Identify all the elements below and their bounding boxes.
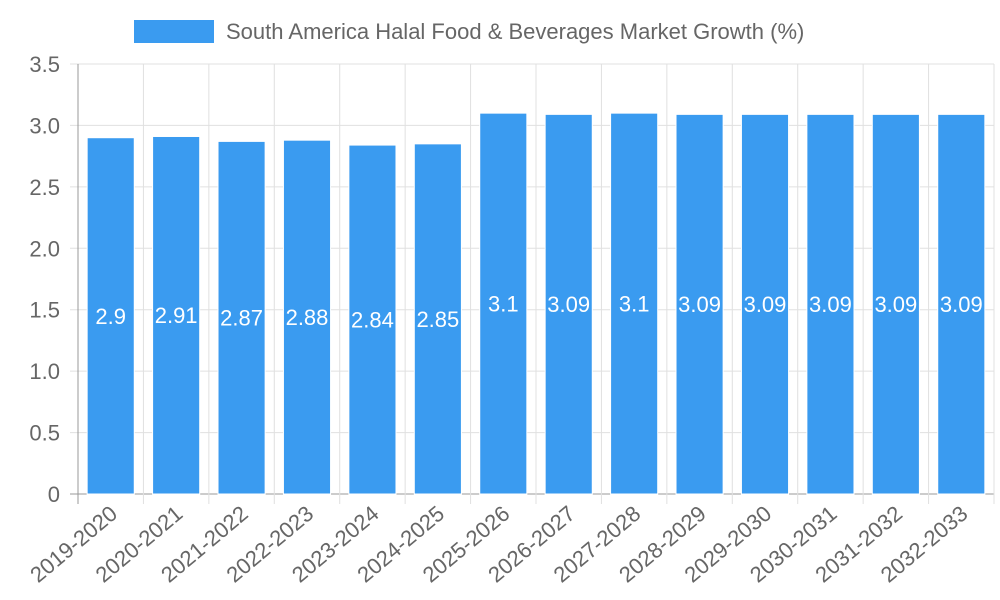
- legend[interactable]: South America Halal Food & Beverages Mar…: [134, 19, 804, 44]
- bar[interactable]: [413, 143, 462, 495]
- bar-value-label: 2.85: [416, 307, 459, 332]
- bar[interactable]: [282, 139, 332, 495]
- bars: [86, 112, 986, 495]
- bar-value-label: 3.1: [619, 292, 650, 317]
- bar-value-label: 3.09: [678, 292, 721, 317]
- legend-swatch: [134, 20, 214, 43]
- grid-lines: [70, 63, 995, 504]
- bar-value-label: 3.09: [940, 292, 983, 317]
- bar-value-label: 3.09: [809, 292, 852, 317]
- y-tick-label: 0: [48, 482, 60, 507]
- bar[interactable]: [217, 140, 266, 495]
- bar[interactable]: [86, 137, 135, 495]
- bar-value-label: 3.09: [744, 292, 787, 317]
- bar-value-label: 2.91: [155, 303, 198, 328]
- y-tick-label: 0.5: [29, 421, 60, 446]
- bar[interactable]: [479, 112, 528, 495]
- bar[interactable]: [610, 112, 659, 495]
- y-tick-label: 3.5: [29, 52, 60, 77]
- bar[interactable]: [152, 135, 201, 495]
- y-tick-label: 2.5: [29, 175, 60, 200]
- legend-label: South America Halal Food & Beverages Mar…: [226, 19, 804, 44]
- bar-value-label: 3.09: [547, 292, 590, 317]
- bar[interactable]: [544, 113, 593, 495]
- y-tick-label: 1.5: [29, 298, 60, 323]
- bar[interactable]: [740, 113, 790, 495]
- bar-value-label: 2.9: [95, 304, 126, 329]
- y-tick-label: 1.0: [29, 359, 60, 384]
- bar-value-label: 2.87: [220, 306, 263, 331]
- y-tick-label: 3.0: [29, 113, 60, 138]
- data-labels: 2.9 2.91 2.87 2.88 2.84 2.85 3.1 3.09 3.1 3.09 3.0…: [95, 292, 982, 333]
- bar[interactable]: [937, 113, 986, 495]
- bar-value-label: 2.84: [351, 308, 394, 333]
- bar-value-label: 2.88: [286, 305, 329, 330]
- bar[interactable]: [348, 144, 397, 495]
- bar[interactable]: [871, 113, 920, 495]
- bar-value-label: 3.1: [488, 292, 519, 317]
- bar-value-label: 3.09: [874, 292, 917, 317]
- y-tick-label: 2.0: [29, 236, 60, 261]
- bar[interactable]: [675, 113, 724, 495]
- bar[interactable]: [806, 113, 855, 495]
